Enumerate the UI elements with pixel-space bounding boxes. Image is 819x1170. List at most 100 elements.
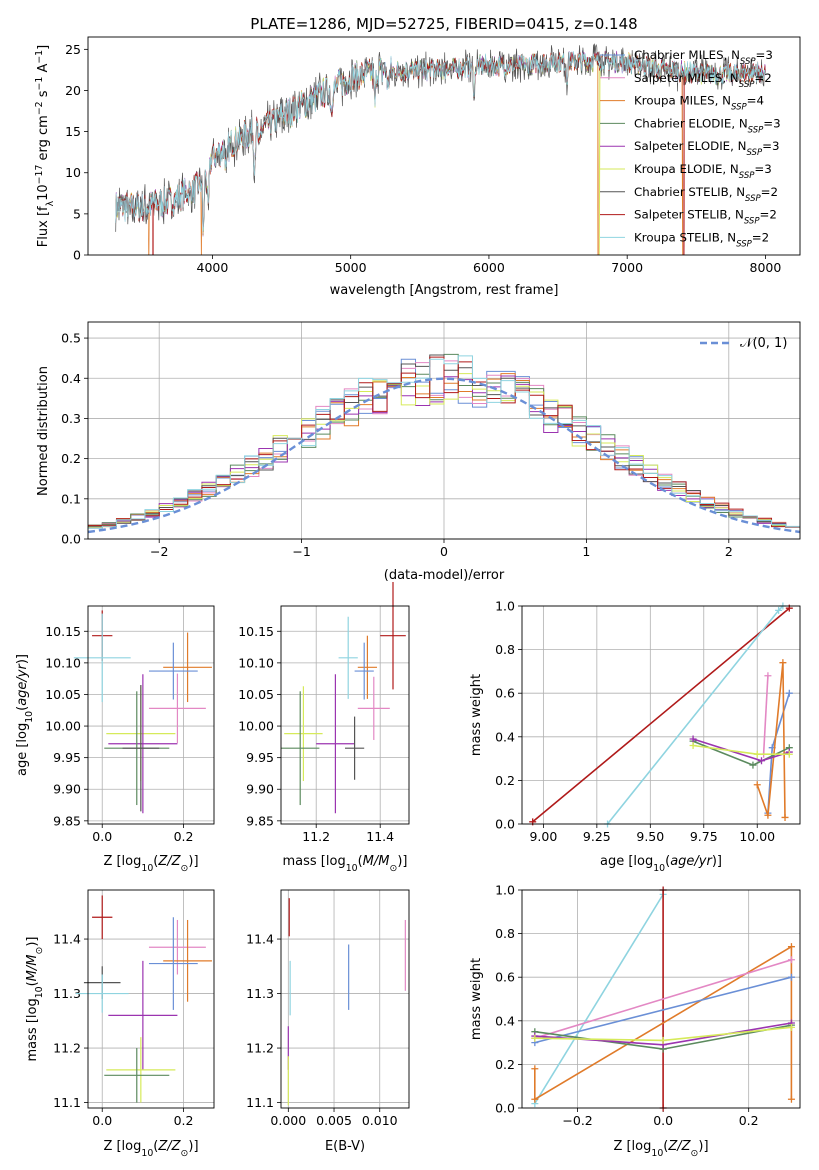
y-tick-label: 10.10 [238, 655, 274, 670]
y-tick-label: 0.4 [495, 729, 515, 744]
y-tick-label: 0.8 [495, 642, 515, 657]
x-tick-label: 10.00 [739, 829, 775, 844]
legend-entry: Salpeter MILES, NSSP=2 [634, 71, 772, 90]
weight-line-kroupa-stelib [606, 606, 784, 824]
legend-entry: Chabrier MILES, NSSP=3 [634, 48, 773, 67]
weight-marker [787, 956, 795, 964]
weight-marker [531, 1065, 539, 1073]
y-tick-label: 11.2 [246, 1041, 274, 1056]
weight-marker [787, 943, 795, 951]
x-tick-label: 0.005 [316, 1113, 352, 1128]
y-tick-label: 0.1 [61, 491, 81, 506]
y-axis-label: age [log10(age/yr)] [15, 654, 35, 776]
legend-entry: Salpeter STELIB, NSSP=2 [634, 208, 777, 227]
y-tick-label: 0.6 [495, 970, 515, 985]
y-tick-label: 11.3 [53, 986, 81, 1001]
y-tick-label: 9.85 [53, 813, 81, 828]
weight-line-salpeter-miles [762, 675, 769, 755]
axes-frame [87, 36, 801, 256]
x-tick-label: −0.2 [562, 1113, 592, 1128]
x-axis-label: age [log10(age/yr)] [600, 854, 722, 874]
x-tick-label: 1 [582, 544, 590, 559]
x-axis-label: wavelength [Angstrom, rest frame] [330, 283, 559, 298]
x-tick-label: 9.75 [690, 829, 718, 844]
y-tick-label: 9.90 [246, 782, 274, 797]
figure-title: PLATE=1286, MJD=52725, FIBERID=0415, z=0… [250, 15, 637, 33]
legend-entry: Kroupa ELODIE, NSSP=3 [634, 162, 772, 181]
y-tick-label: 9.95 [246, 750, 274, 765]
x-tick-label: 0.010 [362, 1113, 398, 1128]
weight-marker [753, 781, 761, 789]
gaussian-curve [87, 377, 801, 534]
y-tick-label: 10.00 [45, 719, 81, 734]
legend-entry: Salpeter ELODIE, NSSP=3 [634, 139, 779, 158]
y-tick-label: 5 [73, 206, 81, 221]
weight-marker [753, 750, 761, 758]
weight-marker [531, 1034, 539, 1042]
weight-line-kroupa-stelib [534, 890, 664, 1105]
weight-line-salpeter-stelib [532, 607, 790, 823]
x-tick-label: 7000 [611, 260, 643, 275]
axes-frame [280, 889, 410, 1109]
y-tick-label: 20 [65, 83, 81, 98]
weight-marker [689, 742, 697, 750]
x-tick-label: 0.0 [92, 829, 112, 844]
x-tick-label: −2 [150, 544, 168, 559]
y-tick-label: 11.4 [246, 932, 274, 947]
x-tick-label: −1 [292, 544, 310, 559]
x-axis-label: Z [log10(Z/Z⊙)] [103, 1139, 198, 1159]
y-tick-label: 10.05 [238, 687, 274, 702]
y-tick-label: 11.1 [53, 1095, 81, 1110]
y-tick-label: 0.3 [61, 411, 81, 426]
legend-entry: Chabrier STELIB, NSSP=2 [634, 185, 778, 204]
weight-marker [749, 761, 757, 769]
spectrum-line-kroupa-stelib [115, 51, 766, 232]
weight-marker [779, 659, 787, 667]
y-tick-label: 25 [65, 42, 81, 57]
x-tick-label: 0.000 [270, 1113, 306, 1128]
weight-vs-Z-panel: −0.2 0.0 0.2 0.0 0.2 0.4 0.6 0.8 1.0 Z [log10(Z/Z… [469, 883, 801, 1159]
y-tick-label: 0.8 [495, 926, 515, 941]
y-tick-label: 10 [65, 165, 81, 180]
mass-vs-ebv-panel: 0.000 0.005 0.010 11.1 11.2 11.3 11.4 E(B-V) [246, 889, 410, 1154]
age-vs-mass-panel: 11.2 11.4 9.85 9.90 9.95 10.00 10.05 10.10 10.15… [238, 581, 410, 874]
weight-marker [764, 811, 772, 819]
x-axis-label: E(B-V) [325, 1139, 365, 1154]
age-vs-Z-panel: 0.0 0.2 9.85 9.90 9.95 10.00 10.05 10.10 10.15 Z … [15, 605, 215, 874]
weight-line-kroupa-miles [756, 662, 786, 818]
legend-entry: 𝒩(0, 1) [740, 336, 787, 351]
x-axis-label: Z [log10(Z/Z⊙)] [613, 1139, 708, 1159]
weight-marker [787, 1023, 795, 1031]
histogram-kroupa-elodie [88, 373, 800, 532]
x-tick-label: 9.50 [636, 829, 664, 844]
weight-marker [689, 735, 697, 743]
axes-frame [521, 605, 801, 825]
y-axis-label: mass [log10(M/M⊙)] [25, 937, 45, 1062]
weight-marker [775, 606, 783, 614]
weight-marker [787, 973, 795, 981]
x-tick-label: 0.0 [653, 1113, 673, 1128]
weight-marker [781, 813, 789, 821]
axes-frame [87, 321, 801, 540]
y-tick-label: 9.85 [246, 813, 274, 828]
x-tick-label: 8000 [750, 260, 782, 275]
legend-entry: Kroupa STELIB, NSSP=2 [634, 230, 769, 249]
y-tick-label: 0.4 [495, 1013, 515, 1028]
x-tick-label: 11.4 [366, 829, 394, 844]
x-tick-label: 9.00 [529, 829, 557, 844]
residual-panel: −2 −1 0 1 2 0.0 0.1 0.2 0.3 0.4 0.5 𝒩(0, 1) (data-mo… [36, 321, 801, 583]
x-tick-label: 2 [725, 544, 733, 559]
y-tick-label: 0.0 [61, 532, 81, 547]
x-tick-label: 9.25 [583, 829, 611, 844]
y-tick-label: 0.5 [61, 331, 81, 346]
weight-marker [785, 750, 793, 758]
x-axis-label: mass [log10(M/M⊙)] [283, 854, 408, 874]
y-tick-label: 0.0 [495, 1101, 515, 1116]
weight-marker [785, 689, 793, 697]
x-tick-label: 0.2 [739, 1113, 759, 1128]
y-axis-label: Normed distribution [36, 366, 51, 496]
x-tick-label: 6000 [473, 260, 505, 275]
y-tick-label: 10.10 [45, 655, 81, 670]
histogram-salpeter-stelib [88, 356, 800, 532]
legend-entry: Chabrier ELODIE, NSSP=3 [634, 116, 781, 135]
